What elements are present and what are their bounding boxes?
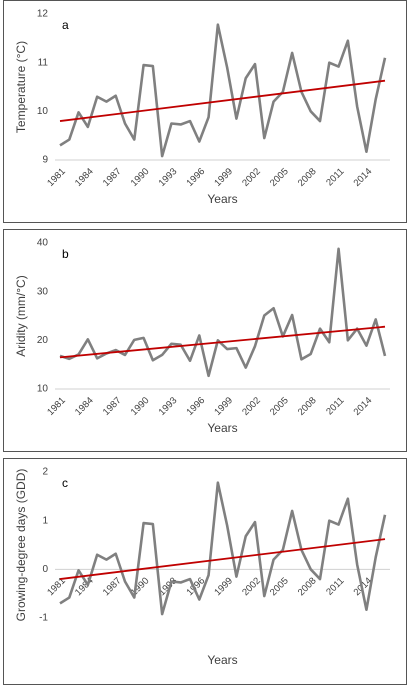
- y-tick-label: 2: [42, 467, 48, 478]
- x-tick-label: 1987: [101, 575, 124, 598]
- x-axis-title: Years: [207, 421, 237, 435]
- x-tick-label: 2008: [296, 575, 319, 598]
- x-tick-label: 1993: [157, 166, 180, 189]
- y-tick-label: 0: [42, 564, 48, 575]
- y-axis-title: Growing-degree days (GDD): [14, 469, 28, 622]
- y-tick-label: 30: [37, 286, 49, 297]
- panel-border: [3, 0, 407, 223]
- y-tick-label: 1: [42, 515, 48, 526]
- y-tick-label: 10: [37, 384, 49, 395]
- x-tick-label: 1987: [101, 395, 124, 418]
- x-tick-label: 1984: [73, 166, 96, 189]
- x-tick-label: 2014: [352, 166, 375, 189]
- x-tick-label: 1996: [184, 166, 207, 189]
- x-tick-label: 2011: [324, 395, 346, 417]
- y-axis-title: Temperature (°C): [14, 41, 28, 133]
- x-tick-label: 2002: [240, 166, 263, 189]
- trend-line: [59, 79, 386, 122]
- x-tick-label: 2005: [268, 395, 291, 418]
- y-tick-label: 11: [38, 57, 49, 68]
- panel: 10 20 30 40 1981 1984 1987 1990 1993 1996 1999 2002…: [3, 229, 407, 452]
- x-tick-label: 1999: [212, 575, 235, 598]
- x-tick-label: 2011: [324, 166, 346, 188]
- x-tick-label: 2005: [268, 575, 291, 598]
- x-tick-label: 1999: [212, 166, 235, 189]
- data-line: [59, 247, 387, 378]
- x-tick-label: 2002: [240, 395, 263, 418]
- panel-label: a: [62, 18, 69, 32]
- panel-label: b: [62, 247, 69, 261]
- y-tick-label: 20: [37, 335, 49, 346]
- panel-border: [3, 458, 407, 685]
- y-tick-label: 12: [37, 9, 49, 20]
- x-tick-label: 1993: [157, 395, 180, 418]
- y-tick-label: 9: [42, 155, 48, 166]
- trend-line: [59, 325, 386, 359]
- x-tick-label: 1981: [45, 166, 68, 189]
- x-tick-label: 2008: [296, 395, 319, 418]
- x-tick-label: 2002: [240, 575, 263, 598]
- x-axis-title: Years: [207, 653, 237, 667]
- x-tick-label: 1987: [101, 166, 124, 189]
- data-line: [59, 481, 387, 616]
- x-tick-label: 2014: [352, 395, 375, 418]
- x-tick-label: 2005: [268, 166, 291, 189]
- x-tick-label: 1999: [212, 395, 235, 418]
- y-tick-label: -1: [39, 613, 48, 624]
- x-axis-title: Years: [207, 192, 237, 206]
- y-tick-label: 10: [37, 106, 49, 117]
- panel-border: [3, 229, 407, 452]
- x-tick-label: 1984: [73, 395, 96, 418]
- x-tick-label: 2011: [324, 575, 346, 597]
- x-tick-label: 2008: [296, 166, 319, 189]
- x-tick-label: 1981: [45, 395, 68, 418]
- y-axis-title: Aridity (mm/°C): [14, 275, 28, 356]
- x-tick-label: 1990: [129, 395, 152, 418]
- data-line: [59, 23, 387, 158]
- panel-label: c: [62, 476, 68, 490]
- y-tick-label: 40: [37, 238, 49, 249]
- x-tick-label: 1996: [184, 395, 207, 418]
- x-tick-label: 1990: [129, 166, 152, 189]
- trend-line: [59, 538, 386, 580]
